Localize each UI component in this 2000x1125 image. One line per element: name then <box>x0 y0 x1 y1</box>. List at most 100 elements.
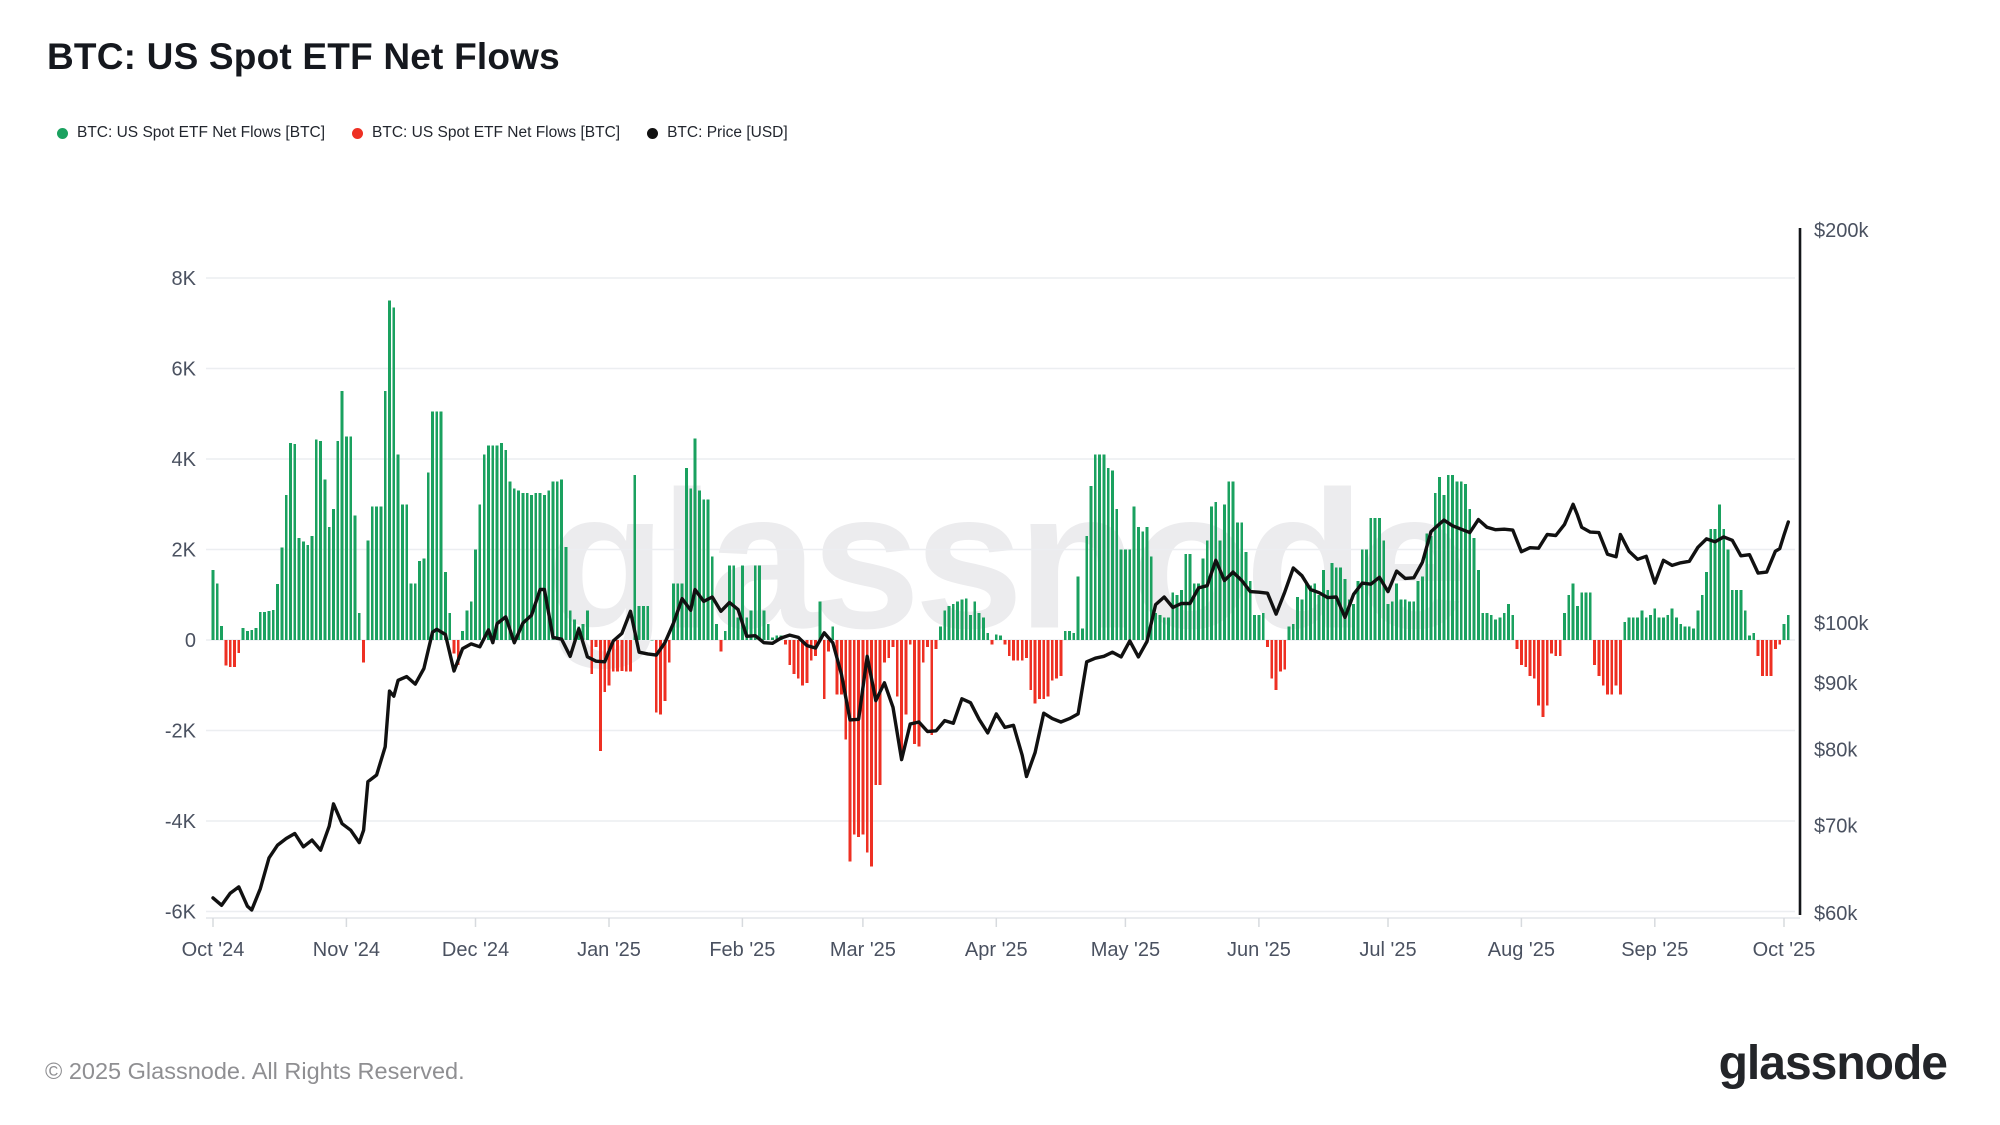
flow-bar <box>1317 594 1321 641</box>
x-axis-label: Jun '25 <box>1227 939 1291 961</box>
flow-bar <box>1606 640 1609 695</box>
flow-bar <box>336 440 340 640</box>
flow-bar <box>917 640 921 747</box>
flow-bar <box>1670 608 1674 640</box>
flow-bar <box>1627 617 1631 640</box>
flow-bar <box>698 490 701 640</box>
flow-bar <box>796 640 800 679</box>
flow-bar <box>1511 615 1515 640</box>
flow-bar <box>1692 628 1695 640</box>
flow-bar <box>1197 583 1200 640</box>
black-dot-icon <box>647 127 659 139</box>
flow-bar <box>1081 628 1084 640</box>
flow-bar <box>1481 612 1485 640</box>
flow-bar <box>1231 481 1235 640</box>
flow-bar <box>792 640 796 674</box>
flow-bar <box>611 640 615 672</box>
flow-bar <box>512 488 516 640</box>
flow-bar <box>956 601 959 640</box>
flow-bar <box>883 640 886 663</box>
flow-bar <box>1769 640 1773 677</box>
flow-bar <box>1558 640 1562 656</box>
flow-bar <box>857 640 860 837</box>
flow-bar <box>469 601 473 640</box>
flow-bar <box>302 541 305 640</box>
flow-bar <box>594 640 598 647</box>
flow-bar <box>715 624 718 640</box>
flow-bar <box>973 601 977 640</box>
x-axis-label: Oct '25 <box>1753 939 1816 961</box>
flow-bar <box>263 611 266 640</box>
flow-bar <box>599 640 602 751</box>
price-line <box>211 502 1791 912</box>
flow-bar <box>547 490 551 640</box>
flow-bar <box>749 610 753 640</box>
flow-bar <box>525 492 529 640</box>
flow-bar <box>1085 535 1089 640</box>
flow-bar <box>831 626 835 640</box>
flow-bar <box>1644 617 1648 640</box>
flow-bar <box>977 612 981 640</box>
flow-bar <box>560 479 563 640</box>
flow-bar <box>1743 610 1747 640</box>
y-axis-label-left: 0 <box>185 630 196 652</box>
flow-bar <box>314 439 318 640</box>
legend-item-netflows-positive[interactable]: BTC: US Spot ETF Net Flows [BTC] <box>57 124 325 142</box>
flow-bar <box>1158 615 1162 640</box>
flow-bar <box>629 640 632 672</box>
flow-bar <box>1279 640 1282 672</box>
flow-bar <box>362 640 365 663</box>
flow-bar <box>693 438 697 640</box>
flow-bar <box>293 444 297 640</box>
flow-bar <box>1662 617 1665 640</box>
legend-item-price[interactable]: BTC: Price [USD] <box>647 124 788 142</box>
flow-bar <box>1111 470 1114 640</box>
flow-bar <box>224 640 228 666</box>
flow-bar <box>1537 640 1540 706</box>
flow-bar <box>491 445 495 640</box>
flow-bar <box>1705 572 1708 640</box>
y-axis-label-right: $80k <box>1814 740 1858 762</box>
flow-bar <box>685 468 688 640</box>
flow-bar <box>1046 640 1050 697</box>
flow-bar <box>388 300 391 640</box>
flow-bar <box>439 411 443 640</box>
flow-bar <box>616 640 619 672</box>
flow-bar <box>926 640 929 647</box>
flow-bar <box>1149 556 1153 640</box>
flow-bar <box>306 545 310 640</box>
flow-bar <box>478 504 482 641</box>
flow-bar <box>1597 640 1601 677</box>
flow-bar <box>1782 624 1786 640</box>
flow-bar <box>986 633 990 640</box>
flow-bar <box>340 391 344 640</box>
flow-bar <box>1390 601 1394 640</box>
flow-bar <box>254 627 258 640</box>
flow-bar <box>908 640 912 645</box>
flow-bar <box>1115 508 1119 640</box>
flow-bar <box>1322 569 1325 640</box>
flow-bar <box>1623 621 1627 640</box>
flow-bar <box>1192 583 1196 640</box>
flow-bar <box>495 445 499 640</box>
flow-bar <box>753 565 757 640</box>
flow-bar <box>543 495 546 640</box>
flow-bar <box>1687 626 1691 640</box>
flow-bar <box>960 599 964 640</box>
flow-bar <box>1683 626 1687 640</box>
flow-bar <box>1399 599 1403 640</box>
flow-bar <box>1576 606 1579 640</box>
x-axis-label: May '25 <box>1091 939 1160 961</box>
flow-bar <box>1003 640 1007 645</box>
flow-bar <box>732 565 736 640</box>
flow-bar <box>835 640 839 695</box>
flow-bar <box>921 640 925 663</box>
flow-bar <box>401 504 404 641</box>
flow-bar <box>852 640 856 835</box>
legend-item-netflows-negative[interactable]: BTC: US Spot ETF Net Flows [BTC] <box>352 124 620 142</box>
flow-bar <box>383 391 387 640</box>
flow-bar <box>667 640 671 663</box>
flow-bar <box>1653 608 1657 640</box>
flow-bar <box>461 631 464 640</box>
